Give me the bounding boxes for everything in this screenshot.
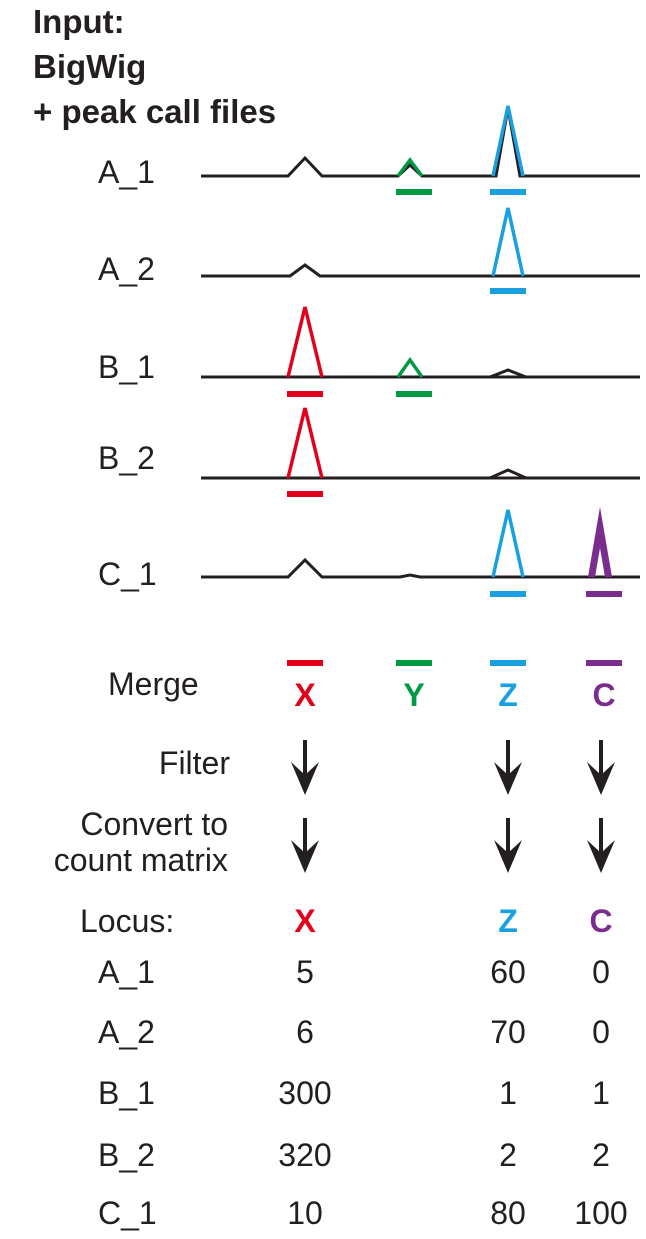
filter-arrow-x-head: [291, 762, 319, 795]
track-b1-peak-x: [286, 306, 324, 378]
track-label-b1: B_1: [98, 349, 155, 385]
convert-arrow-x-head: [291, 840, 319, 873]
step-filter-label: Filter: [158, 745, 230, 781]
track-b2-peak-x: [286, 407, 324, 479]
table-cell: 2: [499, 1137, 517, 1173]
track-a1-call-y: [396, 189, 432, 195]
track-b1-call-x: [287, 391, 323, 397]
track-b1-bump-z: [489, 368, 527, 379]
table-cell: 60: [490, 954, 526, 990]
track-label-a2: A_2: [98, 251, 155, 287]
track-c1-peak-c: [588, 507, 612, 577]
table-row-label: A_2: [98, 1014, 155, 1050]
track-b1-call-y: [396, 391, 432, 397]
track-a1-call-z: [490, 189, 526, 195]
track-a1-peak-z: [491, 105, 525, 177]
merge-bar-z: [490, 660, 526, 666]
table-cell: 80: [490, 1195, 526, 1231]
table-column-x: X: [294, 903, 316, 939]
title-peak-files: + peak call files: [33, 93, 277, 130]
table-cell: 0: [592, 954, 610, 990]
table-cell: 320: [278, 1137, 332, 1173]
table-cell: 5: [296, 954, 314, 990]
table-cell: 1: [499, 1075, 517, 1111]
table-row-label: C_1: [98, 1195, 157, 1231]
track-a1-peak-y: [396, 157, 424, 178]
track-a2-call-z: [490, 288, 526, 294]
merge-bar-c: [586, 660, 622, 666]
table-cell: 70: [490, 1014, 526, 1050]
table-header-label: Locus:: [80, 903, 175, 939]
track-c1-signal: [201, 507, 640, 597]
title-bigwig: BigWig: [33, 48, 147, 85]
table-column-z: Z: [498, 903, 518, 939]
track-label-b2: B_2: [98, 440, 155, 476]
step-convert-label-2: count matrix: [53, 842, 228, 878]
track-b2-signal: [201, 407, 640, 497]
table-cell: 100: [574, 1195, 628, 1231]
merge-bar-x: [287, 660, 323, 666]
table-cell: 0: [592, 1014, 610, 1050]
merge-locus-c: C: [592, 677, 616, 713]
table-cell: 1: [592, 1075, 610, 1111]
track-b2-call-x: [287, 491, 323, 497]
step-convert-label-1: Convert to: [80, 806, 228, 842]
table-cell: 300: [278, 1075, 332, 1111]
filter-arrow-z-head: [494, 762, 522, 795]
track-c1-peak-z: [491, 509, 525, 578]
track-label-c1: C_1: [98, 556, 157, 592]
track-c1-call-z: [490, 591, 526, 597]
track-b1-peak-y: [396, 356, 424, 379]
track-a2-peak-z: [491, 207, 525, 277]
track-a1-line: [201, 107, 640, 178]
merge-bar-y: [396, 660, 432, 666]
table-row-label: B_1: [98, 1075, 155, 1111]
track-a2-line: [201, 263, 640, 278]
filter-arrow-c-head: [587, 762, 615, 795]
step-merge-label: Merge: [108, 666, 199, 702]
merge-locus-y: Y: [403, 677, 425, 713]
track-label-a1: A_1: [98, 154, 155, 190]
convert-arrows: [291, 818, 615, 873]
table-cell: 10: [287, 1195, 323, 1231]
table-cell: 6: [296, 1014, 314, 1050]
table-row-label: B_2: [98, 1137, 155, 1173]
merge-locus-z: Z: [498, 677, 518, 713]
track-a1-signal: [201, 105, 640, 195]
convert-arrow-c-head: [587, 840, 615, 873]
merge-locus-x: X: [294, 677, 316, 713]
track-a2-signal: [201, 207, 640, 294]
title-input: Input:: [33, 3, 125, 40]
track-c1-call-c: [586, 591, 622, 597]
table-cell: 2: [592, 1137, 610, 1173]
filter-arrows: [291, 740, 615, 795]
track-c1-line: [201, 557, 640, 579]
table-row-label: A_1: [98, 954, 155, 990]
table-column-c: C: [589, 903, 613, 939]
track-b1-signal: [201, 306, 640, 397]
convert-arrow-z-head: [494, 840, 522, 873]
track-b2-bump-z: [489, 468, 527, 480]
